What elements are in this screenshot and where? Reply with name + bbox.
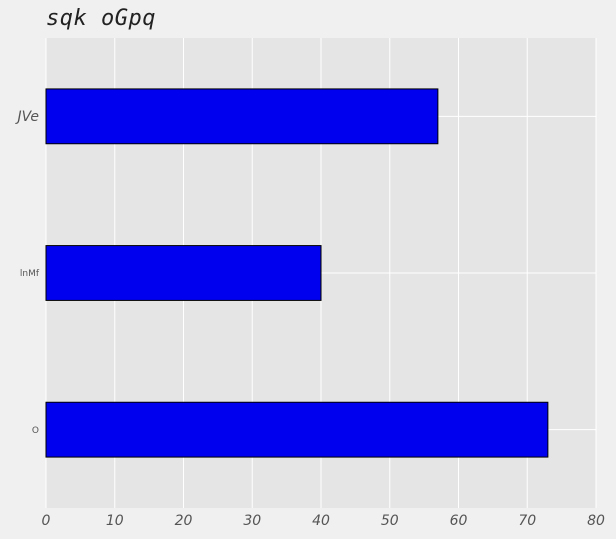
x-tick-label: 50: [381, 513, 399, 529]
x-tick-label: 40: [312, 513, 330, 529]
y-tick-label: lnMf: [20, 269, 40, 279]
x-axis-ticks: 0 10 20 30 40 50 60 70 80: [42, 513, 605, 529]
x-tick-label: 10: [106, 513, 124, 529]
y-tick-label: JVe: [15, 109, 40, 125]
bars: [45, 88, 549, 458]
bar-JVe: [45, 88, 439, 145]
x-tick-label: 30: [243, 513, 261, 529]
x-tick-label: 0: [42, 513, 51, 529]
x-tick-label: 20: [175, 513, 193, 529]
x-tick-label: 60: [450, 513, 468, 529]
x-tick-label: 80: [587, 513, 605, 529]
x-tick-label: 70: [518, 513, 536, 529]
y-tick-label: O: [32, 426, 39, 436]
y-axis-ticks: JVe lnMf O: [15, 109, 40, 436]
bar-O: [45, 401, 549, 458]
chart-title: sqk oGpq: [46, 6, 156, 31]
bar-lnMf: [45, 245, 322, 301]
